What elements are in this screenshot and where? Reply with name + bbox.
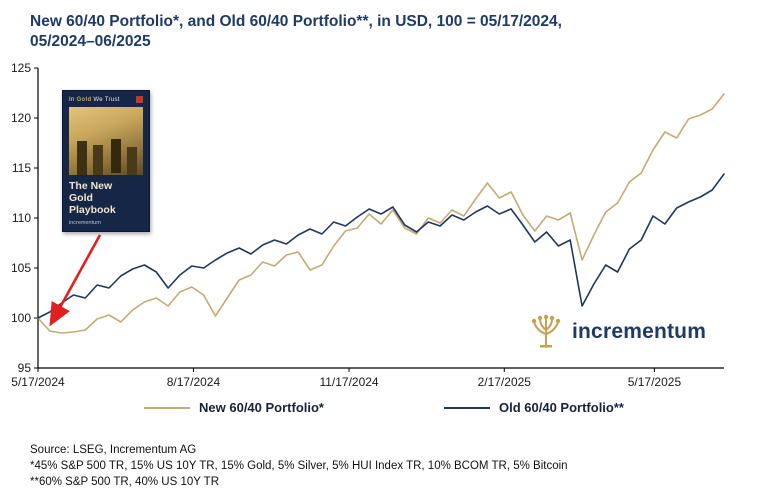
chart-title-line1: New 60/40 Portfolio*, and Old 60/40 Port… xyxy=(30,13,562,30)
legend-label-new: New 60/40 Portfolio* xyxy=(199,400,324,415)
y-tick-label: 120 xyxy=(11,111,31,125)
series-line-new-portfolio xyxy=(37,93,725,334)
chart-legend: New 60/40 Portfolio* Old 60/40 Portfolio… xyxy=(0,400,768,415)
series-line-old-portfolio xyxy=(37,173,725,319)
report-badge xyxy=(136,96,143,103)
y-tick-label: 110 xyxy=(12,211,31,225)
y-tick-label: 100 xyxy=(11,311,31,325)
y-tick-label: 95 xyxy=(18,361,32,375)
legend-label-old: Old 60/40 Portfolio** xyxy=(499,400,624,415)
y-tick-label: 105 xyxy=(11,261,31,275)
footnotes: Source: LSEG, Incrementum AG *45% S&P 50… xyxy=(30,442,568,490)
x-tick-label: 11/17/2024 xyxy=(319,375,378,389)
legend-line-sample-old xyxy=(444,406,490,409)
footnote-old-portfolio: **60% S&P 500 TR, 40% US 10Y TR xyxy=(30,476,220,488)
line-chart: 95 100 105 110 115 120 125 5/17/2024 8/17/2024 11… xyxy=(11,62,725,389)
y-tick-label: 115 xyxy=(12,161,31,175)
x-tick-label: 8/17/2024 xyxy=(167,375,221,389)
source-note: Source: LSEG, Incrementum AG xyxy=(30,444,197,456)
legend-item-new-portfolio: New 60/40 Portfolio* xyxy=(144,400,324,415)
legend-item-old-portfolio: Old 60/40 Portfolio** xyxy=(444,400,624,415)
x-tick-label: 5/17/2024 xyxy=(11,375,65,389)
book-cover-header: In Gold We Trust xyxy=(69,96,143,103)
red-arrow xyxy=(49,234,102,327)
book-cover-footer: incrementum xyxy=(69,220,101,226)
incrementum-logo: incrementum xyxy=(528,314,706,350)
book-cover: In Gold We Trust The New Gold Playbook i… xyxy=(62,90,150,232)
legend-line-sample-new xyxy=(144,406,191,409)
tree-icon xyxy=(531,314,561,348)
y-tick-label: 125 xyxy=(11,62,31,75)
chart-title: New 60/40 Portfolio*, and Old 60/40 Port… xyxy=(30,12,740,52)
footnote-new-portfolio: *45% S&P 500 TR, 15% US 10Y TR, 15% Gold… xyxy=(30,460,568,472)
chart-title-line2: 05/2024–06/2025 xyxy=(30,33,151,50)
x-tick-label: 2/17/2025 xyxy=(478,375,532,389)
incrementum-logo-text: incrementum xyxy=(572,320,707,343)
x-tick-label: 5/17/2025 xyxy=(628,375,682,389)
book-cover-image xyxy=(69,107,143,175)
book-cover-title: The New Gold Playbook xyxy=(69,180,116,216)
book-header-text: In Gold We Trust xyxy=(69,96,120,103)
chart-area: 95 100 105 110 115 120 125 5/17/2024 8/17/2024 11… xyxy=(8,62,732,392)
